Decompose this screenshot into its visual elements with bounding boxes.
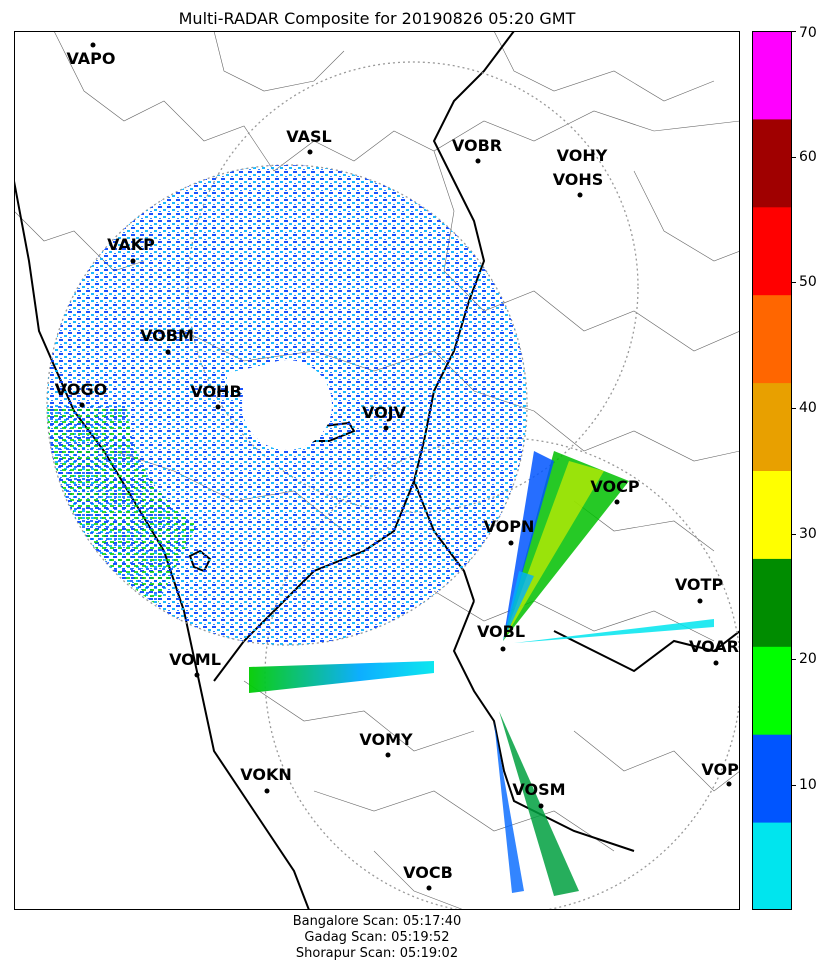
colorbar-band (752, 31, 792, 120)
colorbar-band (752, 206, 792, 296)
station-label-vojv: VOJV (362, 403, 407, 422)
station-label-vohs: VOHS (553, 170, 604, 189)
station-label-voml: VOML (169, 650, 221, 669)
station-label-vokn: VOKN (240, 765, 292, 784)
colorbar-tick-label: 10 (799, 777, 817, 793)
station-label-voar: VOAR (689, 637, 739, 656)
station-label-vogo: VOGO (55, 380, 107, 399)
radar-map: VAPO VASL VOBR VOHY VOHS VAKP VOBM VOGO … (14, 31, 740, 910)
station-label-vakp: VAKP (107, 235, 155, 254)
colorbar-band (752, 734, 792, 823)
colorbar-tick-label: 50 (799, 274, 817, 290)
colorbar-tick-label: 40 (799, 400, 817, 416)
station-label-vopc: VOPC (701, 760, 740, 779)
scan-time-gadag: Gadag Scan: 05:19:52 (304, 930, 450, 945)
colorbar-tick-label: 30 (799, 526, 817, 542)
scan-time-shorapur: Shorapur Scan: 05:19:02 (295, 946, 459, 961)
colorbar-band (752, 558, 792, 647)
map-frame (14, 31, 740, 910)
colorbar-band (752, 646, 792, 735)
station-label-vomy: VOMY (359, 730, 413, 749)
colorbar-band (752, 294, 792, 384)
colorbar-band (752, 822, 792, 910)
colorbar-tick-label: 20 (799, 651, 817, 667)
station-label-vobm: VOBM (140, 326, 194, 345)
colorbar-tick-label: 60 (799, 149, 817, 165)
station-label-vobl: VOBL (477, 622, 525, 641)
colorbar-tick-label: 70 (799, 25, 817, 41)
station-label-vocp: VOCP (590, 477, 639, 496)
station-label-votp: VOTP (675, 575, 724, 594)
station-label-vopn: VOPN (484, 517, 535, 536)
station-label-vapo: VAPO (66, 49, 115, 68)
station-label-vobr: VOBR (452, 136, 502, 155)
colorbar-band (752, 118, 792, 208)
colorbar-ticks: 10 20 30 40 50 60 70 (792, 25, 825, 910)
radar-echoes (47, 165, 714, 896)
map-title: Multi-RADAR Composite for 20190826 05:20… (178, 9, 576, 28)
station-label-vasl: VASL (286, 127, 331, 146)
station-label-vohy: VOHY (557, 146, 608, 165)
station-label-vohb: VOHB (190, 382, 241, 401)
scan-times: Bangalore Scan: 05:17:40 Gadag Scan: 05:… (14, 914, 740, 962)
station-label-vocb: VOCB (403, 863, 453, 882)
colorbar-band (752, 470, 792, 559)
station-label-vosm: VOSM (512, 780, 565, 799)
scan-time-bangalore: Bangalore Scan: 05:17:40 (292, 914, 462, 929)
colorbar (752, 31, 792, 910)
colorbar-band (752, 382, 792, 471)
station-markers (79, 42, 732, 891)
